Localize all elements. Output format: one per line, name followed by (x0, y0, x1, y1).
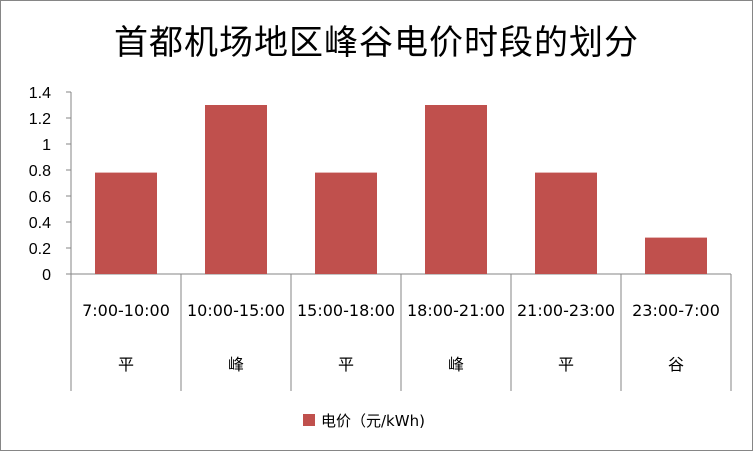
y-tick-label: 0.4 (29, 215, 51, 232)
bar (425, 105, 487, 274)
bar (645, 237, 707, 274)
x-axis-labels: 7:00-10:00 平 10:00-15:00 峰 15:00-18:00 平 18:00… (82, 301, 720, 374)
y-tick-label: 1 (42, 137, 51, 154)
bar (315, 172, 377, 274)
x-tick-label: 10:00-15:00 (187, 301, 285, 320)
x-tick-label: 15:00-18:00 (297, 301, 395, 320)
x-tick-label: 18:00-21:00 (407, 301, 505, 320)
x-tick-label: 7:00-10:00 (82, 301, 170, 320)
bar (95, 172, 157, 274)
y-tick-label: 0.8 (29, 163, 51, 180)
x-tick-sublabel: 平 (558, 355, 574, 374)
bar (535, 172, 597, 274)
chart-axes (70, 92, 732, 391)
y-axis-ticks: 0 0.2 0.4 0.6 0.8 1 1.2 1.4 (29, 85, 71, 284)
x-tick-sublabel: 平 (338, 355, 354, 374)
x-tick-sublabel: 峰 (228, 355, 244, 374)
bar (205, 105, 267, 274)
x-tick-sublabel: 平 (118, 355, 134, 374)
x-tick-sublabel: 谷 (668, 355, 684, 374)
legend-swatch (303, 414, 315, 426)
y-tick-label: 1.2 (29, 111, 51, 128)
x-tick-sublabel: 峰 (448, 355, 464, 374)
chart-title: 首都机场地区峰谷电价时段的划分 (114, 23, 639, 63)
bars (95, 105, 707, 274)
y-tick-label: 0.6 (29, 189, 51, 206)
y-tick-label: 0.2 (29, 241, 51, 258)
legend: 电价（元/kWh) (303, 410, 425, 430)
x-tick-label: 23:00-7:00 (632, 301, 720, 320)
y-tick-label: 1.4 (29, 85, 51, 102)
x-tick-label: 21:00-23:00 (517, 301, 615, 320)
legend-label: 电价（元/kWh) (321, 411, 425, 430)
y-tick-label: 0 (42, 267, 51, 284)
